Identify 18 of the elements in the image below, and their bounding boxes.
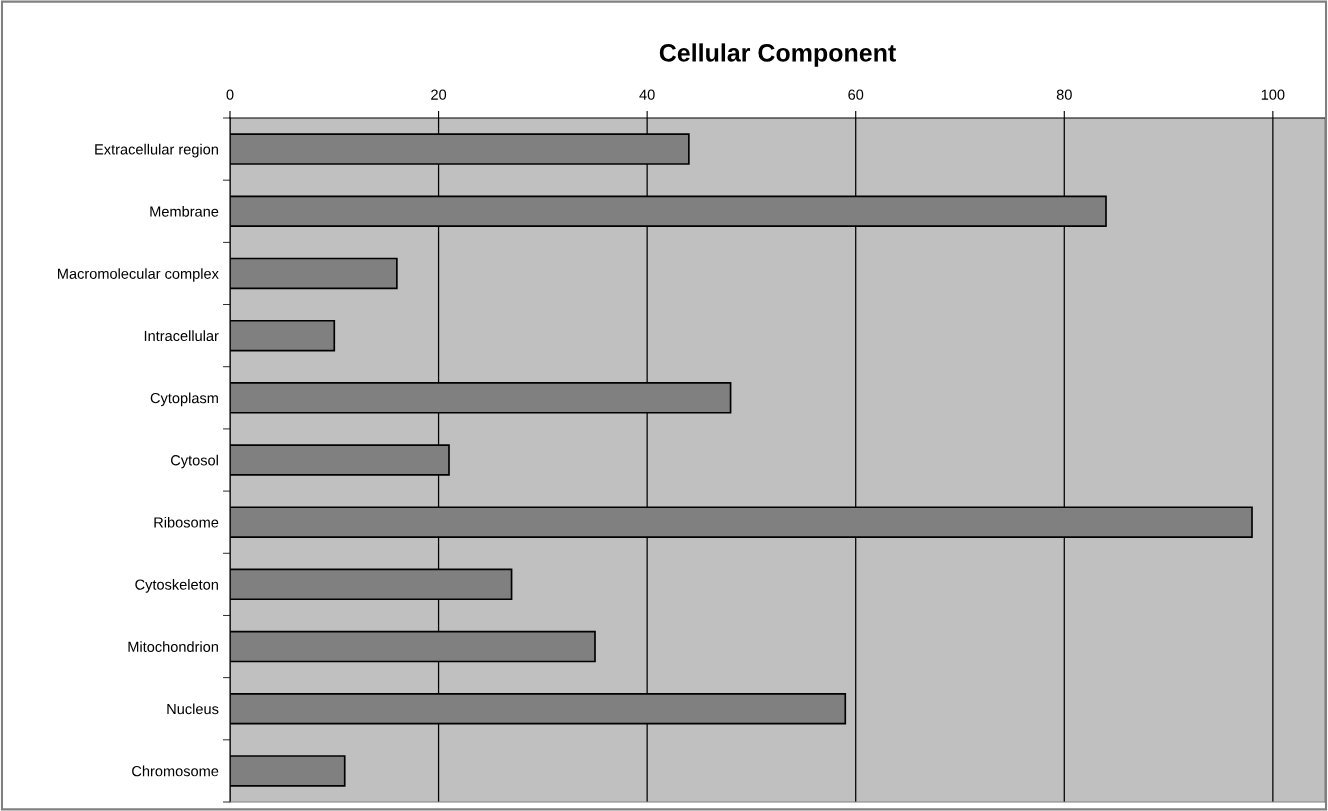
x-tick-label: 80 bbox=[1056, 89, 1072, 100]
y-tick-label: Mitochondrion bbox=[128, 641, 218, 652]
x-tick-label: 60 bbox=[848, 89, 864, 100]
x-tick-label: 40 bbox=[639, 89, 655, 100]
y-tick-label: Cytoskeleton bbox=[135, 579, 218, 593]
chart-title: Cellular Component bbox=[659, 43, 896, 67]
y-tick-label: Macromolecular complex bbox=[58, 268, 219, 282]
x-tick-label: 20 bbox=[431, 89, 447, 100]
y-tick-label: Intracellular bbox=[144, 330, 219, 342]
y-tick-label: Membrane bbox=[150, 205, 219, 217]
x-tick-label: 100 bbox=[1261, 89, 1285, 100]
y-tick-label: Cytosol bbox=[171, 454, 218, 469]
y-tick-label: Cytoplasm bbox=[150, 392, 218, 407]
y-tick-label: Nucleus bbox=[167, 703, 219, 715]
x-tick-label: 0 bbox=[226, 89, 234, 100]
y-tick-label: Ribosome bbox=[154, 516, 219, 528]
y-tick-label: Extracellular region bbox=[95, 143, 218, 158]
y-tick-label: Chromosome bbox=[132, 765, 219, 777]
